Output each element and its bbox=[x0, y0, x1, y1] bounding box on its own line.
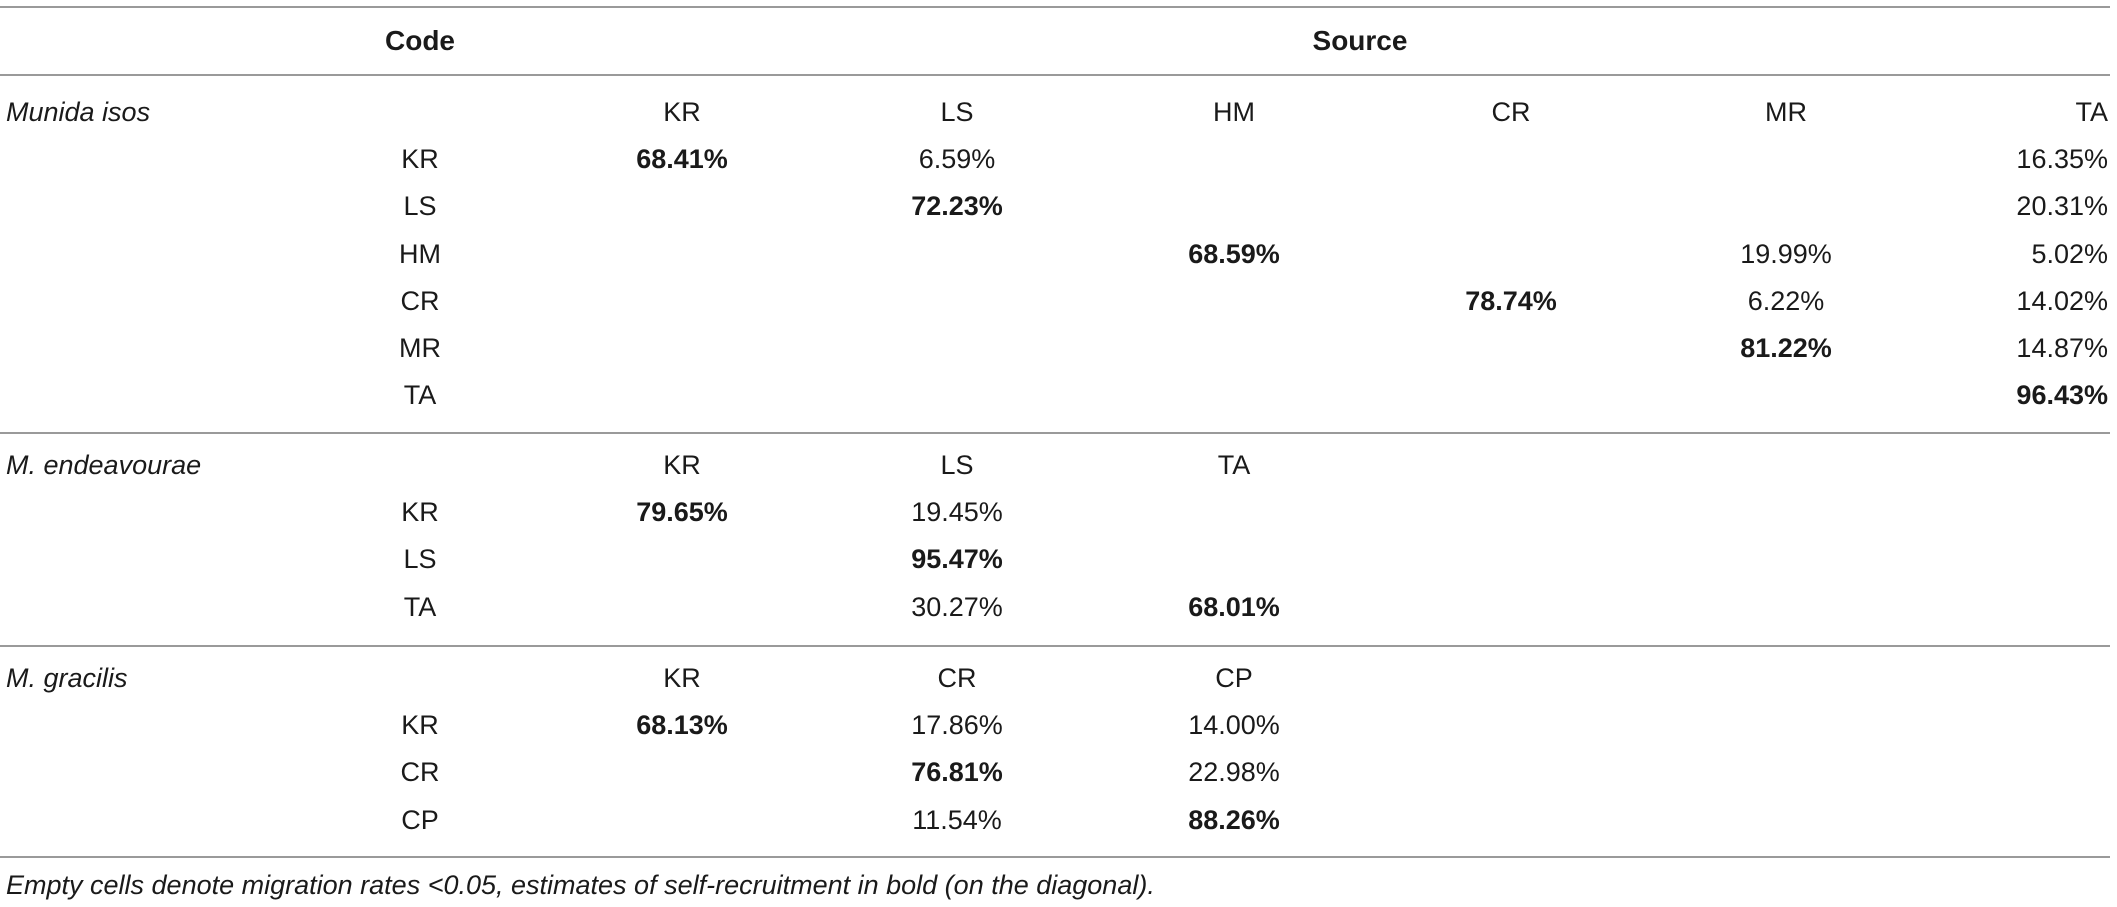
rate-cell: 76.81% bbox=[911, 757, 1003, 788]
rate-cell: 88.26% bbox=[1188, 804, 1280, 835]
source-column-header: CR bbox=[1491, 97, 1531, 127]
rate-cell: 5.02% bbox=[2031, 238, 2108, 269]
source-column-header: HM bbox=[1213, 97, 1255, 127]
row-code: LS bbox=[403, 544, 437, 575]
rate-cell: 6.59% bbox=[918, 144, 996, 175]
rate-cell: 96.43% bbox=[2016, 380, 2108, 411]
rate-cell: 68.41% bbox=[636, 144, 728, 175]
top-rule bbox=[0, 6, 2110, 8]
rate-cell: 17.86% bbox=[911, 710, 1003, 741]
source-column-header: MR bbox=[1765, 97, 1807, 127]
group-rule bbox=[0, 432, 2110, 434]
rate-cell: 78.74% bbox=[1465, 285, 1557, 316]
header-rule bbox=[0, 74, 2110, 76]
footnote: Empty cells denote migration rates <0.05… bbox=[6, 870, 1155, 900]
rate-cell: 14.87% bbox=[2016, 333, 2108, 363]
rate-cell: 72.23% bbox=[911, 191, 1003, 222]
rate-cell: 68.13% bbox=[636, 710, 728, 741]
row-code: LS bbox=[403, 191, 437, 222]
row-code: TA bbox=[403, 380, 437, 411]
rate-cell: 22.98% bbox=[1188, 757, 1280, 788]
rate-cell: 81.22% bbox=[1740, 333, 1832, 363]
rate-cell: 14.00% bbox=[1188, 710, 1280, 741]
code-header: Code bbox=[385, 25, 455, 56]
species-label: M. gracilis bbox=[6, 663, 128, 693]
rate-cell: 20.31% bbox=[2016, 191, 2108, 222]
rate-cell: 19.45% bbox=[911, 497, 1003, 528]
group-rule bbox=[0, 645, 2110, 647]
row-code: KR bbox=[401, 144, 439, 175]
row-code: KR bbox=[401, 710, 439, 741]
source-column-header: TA bbox=[1217, 450, 1251, 480]
rate-cell: 14.02% bbox=[2016, 285, 2108, 316]
row-code: HM bbox=[399, 238, 441, 269]
row-code: TA bbox=[403, 591, 437, 622]
source-column-header: KR bbox=[663, 97, 701, 127]
source-column-header: LS bbox=[940, 97, 974, 127]
source-column-header: KR bbox=[663, 663, 701, 693]
rate-cell: 95.47% bbox=[911, 544, 1003, 575]
source-header: Source bbox=[1312, 25, 1408, 56]
rate-cell: 79.65% bbox=[636, 497, 728, 528]
row-code: CR bbox=[400, 757, 440, 788]
bottom-rule bbox=[0, 856, 2110, 858]
row-code: KR bbox=[401, 497, 439, 528]
source-column-header: LS bbox=[940, 450, 974, 480]
rate-cell: 6.22% bbox=[1747, 285, 1825, 316]
rate-cell: 11.54% bbox=[912, 804, 1002, 835]
rate-cell: 19.99% bbox=[1740, 238, 1832, 269]
source-column-header: CR bbox=[937, 663, 977, 693]
rate-cell: 68.59% bbox=[1188, 238, 1280, 269]
source-column-header: KR bbox=[663, 450, 701, 480]
source-column-header: CP bbox=[1215, 663, 1253, 693]
rate-cell: 16.35% bbox=[2016, 144, 2108, 175]
rate-cell: 68.01% bbox=[1188, 591, 1280, 622]
row-code: MR bbox=[399, 333, 441, 363]
source-column-header: TA bbox=[2075, 97, 2109, 127]
row-code: CP bbox=[401, 804, 439, 835]
rate-cell: 30.27% bbox=[911, 591, 1003, 622]
species-label: Munida isos bbox=[6, 97, 151, 127]
row-code: CR bbox=[400, 285, 440, 316]
species-label: M. endeavourae bbox=[6, 450, 202, 480]
